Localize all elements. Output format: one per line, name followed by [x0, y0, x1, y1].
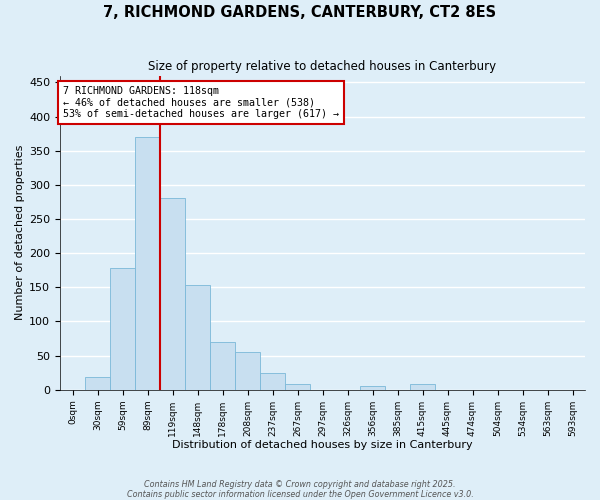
- Bar: [135, 137, 160, 390]
- Bar: [160, 198, 185, 390]
- Bar: [285, 384, 310, 390]
- Title: Size of property relative to detached houses in Canterbury: Size of property relative to detached ho…: [148, 60, 497, 73]
- Text: Contains HM Land Registry data © Crown copyright and database right 2025.
Contai: Contains HM Land Registry data © Crown c…: [127, 480, 473, 499]
- Bar: [110, 268, 135, 390]
- Bar: [185, 285, 210, 390]
- Text: 7, RICHMOND GARDENS, CANTERBURY, CT2 8ES: 7, RICHMOND GARDENS, CANTERBURY, CT2 8ES: [103, 5, 497, 20]
- Bar: [85, 378, 110, 390]
- Bar: [410, 384, 435, 390]
- Bar: [210, 342, 235, 390]
- X-axis label: Distribution of detached houses by size in Canterbury: Distribution of detached houses by size …: [172, 440, 473, 450]
- Bar: [360, 386, 385, 390]
- Bar: [235, 352, 260, 390]
- Bar: [260, 372, 285, 390]
- Y-axis label: Number of detached properties: Number of detached properties: [15, 145, 25, 320]
- Text: 7 RICHMOND GARDENS: 118sqm
← 46% of detached houses are smaller (538)
53% of sem: 7 RICHMOND GARDENS: 118sqm ← 46% of deta…: [63, 86, 339, 119]
